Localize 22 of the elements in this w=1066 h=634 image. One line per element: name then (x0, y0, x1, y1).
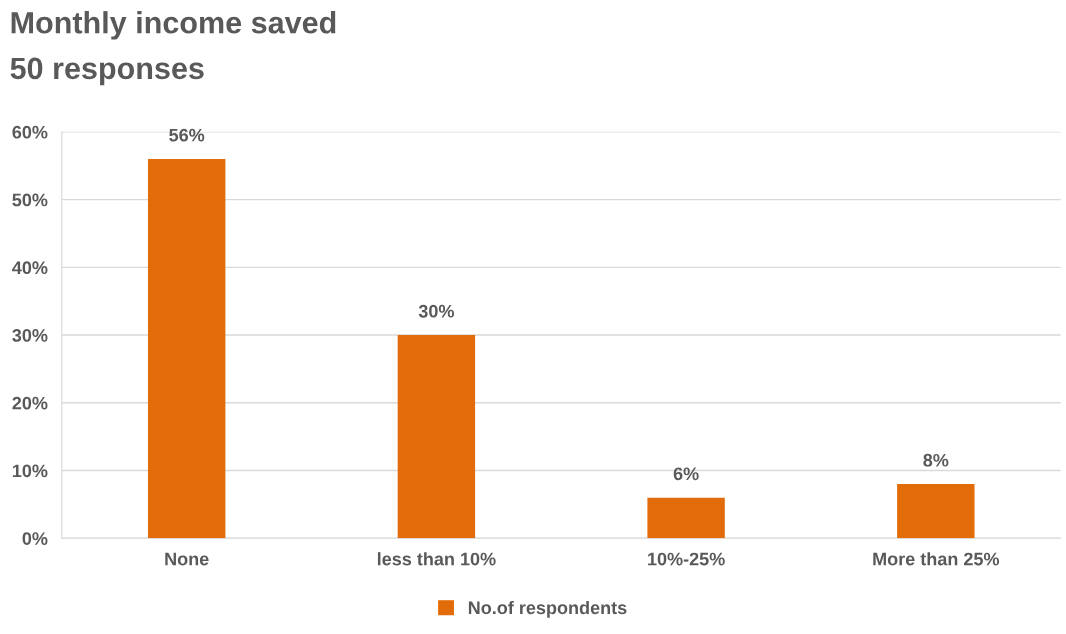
bar (647, 497, 725, 539)
data-label: 56% (169, 128, 205, 142)
legend-label: No.of respondents (468, 600, 627, 618)
data-label: 8% (923, 453, 949, 467)
chart-subtitle: 50 responses (10, 57, 204, 86)
x-tick-label: less than 10% (377, 552, 496, 566)
data-label: 6% (673, 467, 699, 481)
y-tick-label: 30% (12, 329, 48, 342)
bar (397, 335, 476, 539)
y-tick-label: 0% (22, 532, 48, 545)
bar (897, 484, 975, 539)
chart-title: Monthly income saved (11, 11, 336, 40)
data-label: 30% (418, 304, 454, 318)
x-tick-label: None (165, 552, 209, 566)
y-tick-label: 60% (12, 125, 48, 139)
x-tick-label: 10%-25% (648, 552, 725, 566)
y-tick-label: 40% (12, 261, 48, 275)
x-tick-label: More than 25% (873, 552, 1000, 566)
y-tick-label: 20% (12, 396, 48, 410)
y-tick-label: 50% (12, 193, 48, 207)
y-tick-label: 10% (12, 464, 48, 478)
bar (147, 158, 226, 539)
